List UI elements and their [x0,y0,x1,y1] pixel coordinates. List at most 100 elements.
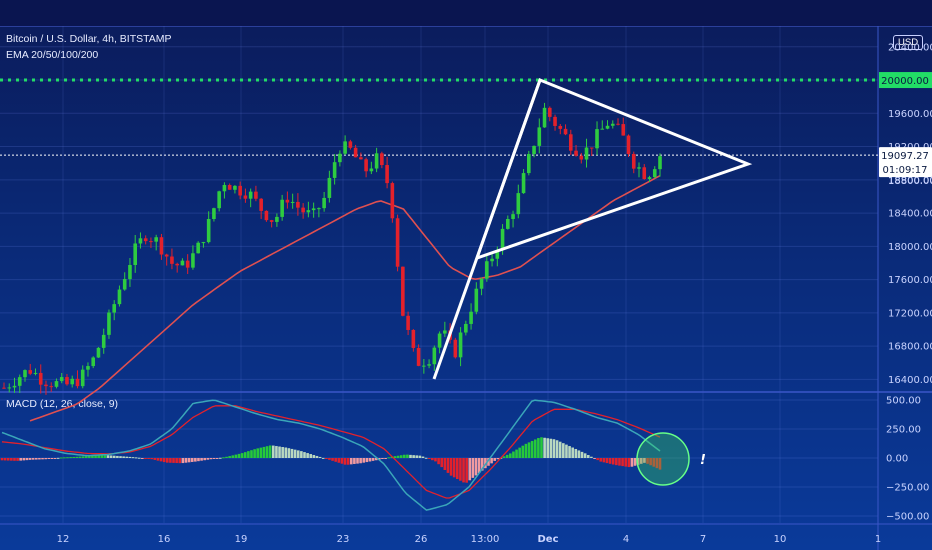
candle [348,141,353,148]
candle [86,366,90,370]
macd-histogram-bar [393,456,397,458]
candle [443,330,447,334]
highlight-circle [636,432,690,486]
macd-histogram-bar [605,458,609,464]
candle [133,243,137,265]
macd-histogram-bar [284,447,288,458]
macd-histogram-bar [253,449,256,458]
candle [212,208,216,219]
macd-histogram-bar [187,458,191,463]
candle [642,167,647,180]
candle [269,220,274,222]
price-tick-label: 18800.00 [888,176,932,187]
macd-histogram-bar [368,458,372,462]
candle [610,123,615,126]
macd-histogram-bar [119,456,122,458]
axes-labels: 16400.00 16800.00 17200.00 17600.00 18000.00… [57,42,932,545]
macd-histogram-bar [318,456,322,458]
candle [485,261,489,279]
macd-histogram-bar [378,458,381,460]
countdown-text: 01:09:17 [883,165,928,176]
candle [406,315,410,330]
candle [311,208,316,211]
candle [280,199,284,217]
resistance-badge [879,72,932,89]
candle [128,264,132,280]
macd-histogram-bar [365,458,369,463]
macd-histogram-bar [346,458,350,465]
macd-histogram-bar [84,456,88,458]
macd-histogram-bar [178,458,182,464]
macd-tick-label: 0.00 [886,454,908,465]
macd-histogram-bar [103,455,107,458]
macd-histogram-bar [462,458,465,483]
macd-histogram-bar [331,458,334,461]
candle [563,128,568,135]
macd-histogram-bar [580,451,584,458]
macd-histogram-bar [212,458,216,459]
candle [49,386,54,388]
macd-histogram-bar [59,457,63,459]
macd-histogram-bar [593,458,596,459]
macd-histogram-bar [147,458,150,459]
currency-badge[interactable]: USD [893,35,924,50]
candle [647,177,652,180]
macd-histogram-bar [265,446,269,458]
macd-histogram-bar [543,437,546,458]
macd-histogram-bar [6,458,10,461]
macd-histogram-bar [94,455,97,458]
last-price-badge [879,147,932,178]
macd-histogram-bar [268,445,272,458]
candle [479,278,484,289]
time-tick-label: 23 [337,534,350,545]
macd-histogram-bar [228,456,231,458]
macd-histogram-bar [412,455,415,458]
annotation-mark: ! [700,453,706,468]
candle [495,250,500,259]
candle [511,214,515,220]
macd-histogram-bar [200,458,203,461]
macd-histogram-bar [437,458,440,465]
macd-histogram-bar [452,458,456,478]
macd-histogram-bar [206,458,210,460]
candle [626,135,631,154]
macd-histogram-bar [278,446,281,458]
candle [401,266,405,316]
macd-histogram-bar [141,458,144,459]
macd-histogram-bar [25,458,29,461]
macd-tick-label: −250.00 [886,483,929,494]
candle [631,153,636,169]
macd-histogram-bar [527,442,531,458]
candle [65,377,69,385]
macd-histogram-bar [384,458,387,459]
macd-histogram-bar [16,458,19,461]
macd-histogram-bar [390,456,394,458]
macd-histogram-bar [639,458,643,464]
macd-histogram-bar [474,458,478,476]
macd-label[interactable]: MACD (12, 26, close, 9) [6,398,119,410]
indicator-label[interactable]: EMA 20/50/100/200 [6,49,99,61]
macd-histogram-bar [518,447,521,458]
candle [290,201,295,203]
candle [589,147,594,149]
macd-histogram-bar [300,451,303,458]
candle [7,387,12,389]
macd-histogram-bar [459,458,462,481]
candle [568,134,573,151]
candle [206,218,211,243]
macd-histogram-bar [565,444,568,458]
candle [2,387,6,389]
candle [464,323,468,333]
candle [416,347,421,366]
macd-histogram-bar [480,458,484,471]
symbol-title[interactable]: Bitcoin / U.S. Dollar, 4h, BITSTAMP [6,33,172,45]
macd-histogram-bar [611,458,615,465]
macd-histogram-bar [574,448,578,458]
macd-histogram-bar [655,458,659,469]
price-tick-label: 19600.00 [888,109,932,120]
macd-histogram-bar [636,458,640,465]
macd-histogram-bar [381,458,384,459]
macd-histogram-bar [156,458,160,461]
candle [296,201,300,208]
